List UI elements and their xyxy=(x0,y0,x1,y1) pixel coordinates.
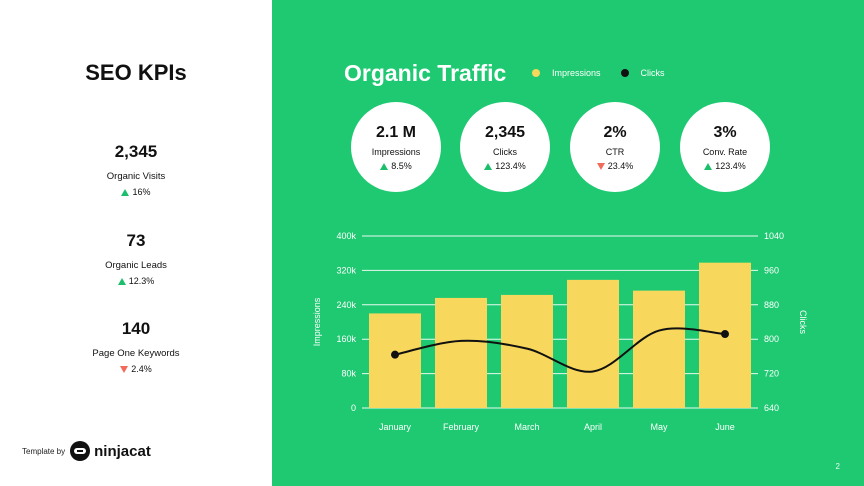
metric-value: 2,345 xyxy=(484,124,526,141)
page-number: 2 xyxy=(835,462,840,471)
y-tick-label: 0 xyxy=(351,403,356,413)
brand-name: ninjacat xyxy=(94,442,151,460)
y-axis-title: Impressions xyxy=(312,297,322,346)
brand-prefix: Template by xyxy=(22,446,66,456)
up-arrow-icon xyxy=(121,189,130,196)
clicks-point-june xyxy=(721,330,729,339)
metric-circle-ctr: 2% CTR 23.4% xyxy=(570,102,660,192)
kpi-organic-leads: 73 Organic Leads 12.3% xyxy=(0,231,272,286)
y-tick-label: 240k xyxy=(336,300,356,310)
up-arrow-icon xyxy=(484,163,493,170)
y-tick-label: 80k xyxy=(341,369,356,379)
combo-chart: 0 80k 160k 240k 320k 400k 640 720 800 880 960 1040 J… xyxy=(312,231,808,432)
kpi-change: 12.3% xyxy=(0,276,272,286)
metric-value: 2% xyxy=(603,124,627,141)
y2-tick-label: 640 xyxy=(764,403,779,413)
metric-circle-impressions: 2.1 M Impressions 8.5% xyxy=(351,102,441,192)
clicks-line xyxy=(394,327,726,373)
bar-april xyxy=(567,279,619,408)
kpi-value: 73 xyxy=(126,231,146,250)
y-tick-label: 160k xyxy=(336,334,356,344)
y-tick-label: 320k xyxy=(336,265,356,275)
x-tick-label: June xyxy=(715,422,735,432)
brand-footer: Template by ninjacat xyxy=(22,440,151,462)
up-arrow-icon xyxy=(704,163,713,170)
legend-item-clicks: Clicks xyxy=(620,68,665,78)
kpi-value: 2,345 xyxy=(114,142,158,161)
y2-tick-label: 960 xyxy=(764,265,779,275)
up-arrow-icon xyxy=(380,163,389,170)
kpi-change: 2.4% xyxy=(0,364,272,374)
y2-tick-label: 880 xyxy=(764,300,779,310)
bar-february xyxy=(435,297,487,408)
y2-tick-label: 1040 xyxy=(764,231,784,241)
clicks-point-january xyxy=(391,350,399,359)
kpi-label: Organic Leads xyxy=(105,260,167,271)
metric-circle-conv-rate: 3% Conv. Rate 123.4% xyxy=(680,102,770,192)
legend-label: Clicks xyxy=(640,68,665,78)
metric-change: 23.4% xyxy=(570,161,660,171)
chart-legend: Impressions Clicks xyxy=(532,68,685,78)
legend-item-impressions: Impressions xyxy=(532,68,601,78)
metric-label: Conv. Rate xyxy=(702,147,748,157)
bar-may xyxy=(633,290,685,408)
y2-tick-label: 720 xyxy=(764,369,779,379)
down-arrow-icon xyxy=(596,163,605,170)
ninjacat-logo-icon xyxy=(70,441,91,461)
kpi-page-one-keywords: 140 Page One Keywords 2.4% xyxy=(0,319,272,374)
metric-circle-clicks: 2,345 Clicks 123.4% xyxy=(460,102,550,192)
left-title: SEO KPIs xyxy=(85,60,187,85)
kpi-label: Organic Visits xyxy=(106,171,166,182)
kpi-value: 140 xyxy=(121,319,151,338)
legend-swatch-clicks xyxy=(620,69,629,77)
left-panel: SEO KPIs 2,345 Organic Visits 16% 73 Org… xyxy=(0,0,272,486)
metric-value: 3% xyxy=(713,124,737,141)
x-tick-label: May xyxy=(650,422,668,432)
metric-label: Clicks xyxy=(493,147,517,157)
legend-label: Impressions xyxy=(552,68,601,78)
y-tick-label: 400k xyxy=(336,231,356,241)
bar-january xyxy=(369,313,421,408)
metric-label: Impressions xyxy=(371,147,421,157)
metric-change: 123.4% xyxy=(680,161,770,171)
metric-change: 8.5% xyxy=(351,161,441,171)
bar-march xyxy=(501,294,553,408)
kpi-change: 16% xyxy=(0,187,272,197)
y2-axis-title: Clicks xyxy=(798,310,808,334)
x-tick-label: February xyxy=(443,422,480,432)
metric-value: 2.1 M xyxy=(375,124,416,141)
up-arrow-icon xyxy=(117,278,126,285)
right-panel: Organic Traffic Impressions Clicks 2.1 M… xyxy=(272,0,864,486)
y2-tick-label: 800 xyxy=(764,334,779,344)
metric-change: 123.4% xyxy=(460,161,550,171)
down-arrow-icon xyxy=(120,366,129,373)
kpi-label: Page One Keywords xyxy=(92,348,180,359)
x-tick-label: January xyxy=(379,422,412,432)
x-tick-label: March xyxy=(514,422,539,432)
chart-title: Organic Traffic xyxy=(344,60,507,86)
kpi-organic-visits: 2,345 Organic Visits 16% xyxy=(0,142,272,197)
legend-swatch-impressions xyxy=(532,69,540,77)
x-tick-label: April xyxy=(584,422,602,432)
metric-label: CTR xyxy=(605,147,625,157)
